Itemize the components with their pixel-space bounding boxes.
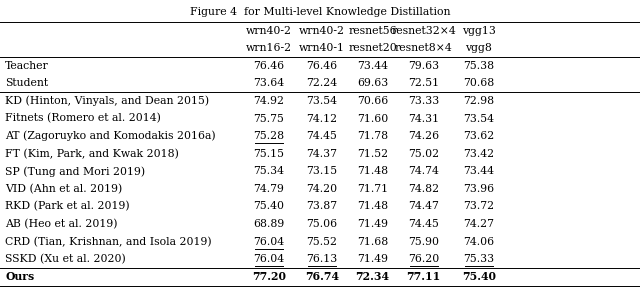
- Text: 77.11: 77.11: [406, 271, 441, 282]
- Text: SSKD (Xu et al. 2020): SSKD (Xu et al. 2020): [5, 254, 126, 264]
- Text: 74.20: 74.20: [307, 184, 337, 194]
- Text: 74.74: 74.74: [408, 166, 439, 176]
- Text: 75.40: 75.40: [253, 202, 284, 211]
- Text: 72.24: 72.24: [307, 78, 337, 88]
- Text: 75.38: 75.38: [463, 61, 494, 71]
- Text: 73.87: 73.87: [307, 202, 337, 211]
- Text: 75.02: 75.02: [408, 149, 439, 159]
- Text: 73.96: 73.96: [463, 184, 494, 194]
- Text: 76.74: 76.74: [305, 271, 339, 282]
- Text: 72.51: 72.51: [408, 78, 439, 88]
- Text: 75.06: 75.06: [307, 219, 337, 229]
- Text: 74.06: 74.06: [463, 237, 494, 247]
- Text: Figure 4  for Multi-level Knowledge Distillation: Figure 4 for Multi-level Knowledge Disti…: [189, 7, 451, 17]
- Text: 73.44: 73.44: [463, 166, 494, 176]
- Text: Teacher: Teacher: [5, 61, 49, 71]
- Text: 73.62: 73.62: [463, 131, 494, 141]
- Text: 73.33: 73.33: [408, 96, 439, 106]
- Text: 76.04: 76.04: [253, 254, 284, 264]
- Text: wrn40-2: wrn40-2: [299, 26, 345, 36]
- Text: 69.63: 69.63: [357, 78, 388, 88]
- Text: 74.37: 74.37: [307, 149, 337, 159]
- Text: 76.13: 76.13: [307, 254, 337, 264]
- Text: 76.46: 76.46: [253, 61, 284, 71]
- Text: FT (Kim, Park, and Kwak 2018): FT (Kim, Park, and Kwak 2018): [5, 148, 179, 159]
- Text: Ours: Ours: [5, 271, 35, 282]
- Text: 74.12: 74.12: [307, 113, 337, 124]
- Text: Student: Student: [5, 78, 48, 88]
- Text: 74.31: 74.31: [408, 113, 439, 124]
- Text: 74.27: 74.27: [463, 219, 494, 229]
- Text: 70.68: 70.68: [463, 78, 494, 88]
- Text: KD (Hinton, Vinyals, and Dean 2015): KD (Hinton, Vinyals, and Dean 2015): [5, 96, 209, 106]
- Text: 73.44: 73.44: [357, 61, 388, 71]
- Text: 71.49: 71.49: [357, 254, 388, 264]
- Text: 73.54: 73.54: [307, 96, 337, 106]
- Text: 75.52: 75.52: [307, 237, 337, 247]
- Text: 71.52: 71.52: [357, 149, 388, 159]
- Text: AT (Zagoruyko and Komodakis 2016a): AT (Zagoruyko and Komodakis 2016a): [5, 131, 216, 142]
- Text: resnet56: resnet56: [348, 26, 397, 36]
- Text: 75.90: 75.90: [408, 237, 439, 247]
- Text: SP (Tung and Mori 2019): SP (Tung and Mori 2019): [5, 166, 145, 177]
- Text: 76.46: 76.46: [307, 61, 337, 71]
- Text: 71.71: 71.71: [357, 184, 388, 194]
- Text: 74.26: 74.26: [408, 131, 439, 141]
- Text: Fitnets (Romero et al. 2014): Fitnets (Romero et al. 2014): [5, 113, 161, 124]
- Text: 73.54: 73.54: [463, 113, 494, 124]
- Text: 75.33: 75.33: [463, 254, 494, 264]
- Text: 74.82: 74.82: [408, 184, 439, 194]
- Text: 76.20: 76.20: [408, 254, 439, 264]
- Text: 71.48: 71.48: [357, 202, 388, 211]
- Text: 71.60: 71.60: [357, 113, 388, 124]
- Text: resnet20: resnet20: [348, 43, 397, 53]
- Text: 76.04: 76.04: [253, 237, 284, 247]
- Text: 74.47: 74.47: [408, 202, 439, 211]
- Text: 73.72: 73.72: [463, 202, 494, 211]
- Text: VID (Ahn et al. 2019): VID (Ahn et al. 2019): [5, 184, 122, 194]
- Text: 74.92: 74.92: [253, 96, 284, 106]
- Text: 72.98: 72.98: [463, 96, 494, 106]
- Text: 72.34: 72.34: [355, 271, 390, 282]
- Text: 77.20: 77.20: [252, 271, 286, 282]
- Text: CRD (Tian, Krishnan, and Isola 2019): CRD (Tian, Krishnan, and Isola 2019): [5, 236, 212, 247]
- Text: 68.89: 68.89: [253, 219, 284, 229]
- Text: 73.64: 73.64: [253, 78, 284, 88]
- Text: 74.79: 74.79: [253, 184, 284, 194]
- Text: AB (Heo et al. 2019): AB (Heo et al. 2019): [5, 219, 118, 229]
- Text: 73.42: 73.42: [463, 149, 494, 159]
- Text: 74.45: 74.45: [408, 219, 439, 229]
- Text: 75.34: 75.34: [253, 166, 284, 176]
- Text: 71.68: 71.68: [357, 237, 388, 247]
- Text: 75.28: 75.28: [253, 131, 284, 141]
- Text: 71.78: 71.78: [357, 131, 388, 141]
- Text: vgg8: vgg8: [465, 43, 492, 53]
- Text: 79.63: 79.63: [408, 61, 439, 71]
- Text: vgg13: vgg13: [462, 26, 495, 36]
- Text: resnet8×4: resnet8×4: [395, 43, 452, 53]
- Text: resnet32×4: resnet32×4: [391, 26, 456, 36]
- Text: 75.75: 75.75: [253, 113, 284, 124]
- Text: 75.40: 75.40: [461, 271, 496, 282]
- Text: RKD (Park et al. 2019): RKD (Park et al. 2019): [5, 201, 130, 212]
- Text: 70.66: 70.66: [357, 96, 388, 106]
- Text: wrn16-2: wrn16-2: [246, 43, 292, 53]
- Text: wrn40-2: wrn40-2: [246, 26, 292, 36]
- Text: 75.15: 75.15: [253, 149, 284, 159]
- Text: 71.49: 71.49: [357, 219, 388, 229]
- Text: wrn40-1: wrn40-1: [299, 43, 345, 53]
- Text: 73.15: 73.15: [307, 166, 337, 176]
- Text: 74.45: 74.45: [307, 131, 337, 141]
- Text: 71.48: 71.48: [357, 166, 388, 176]
